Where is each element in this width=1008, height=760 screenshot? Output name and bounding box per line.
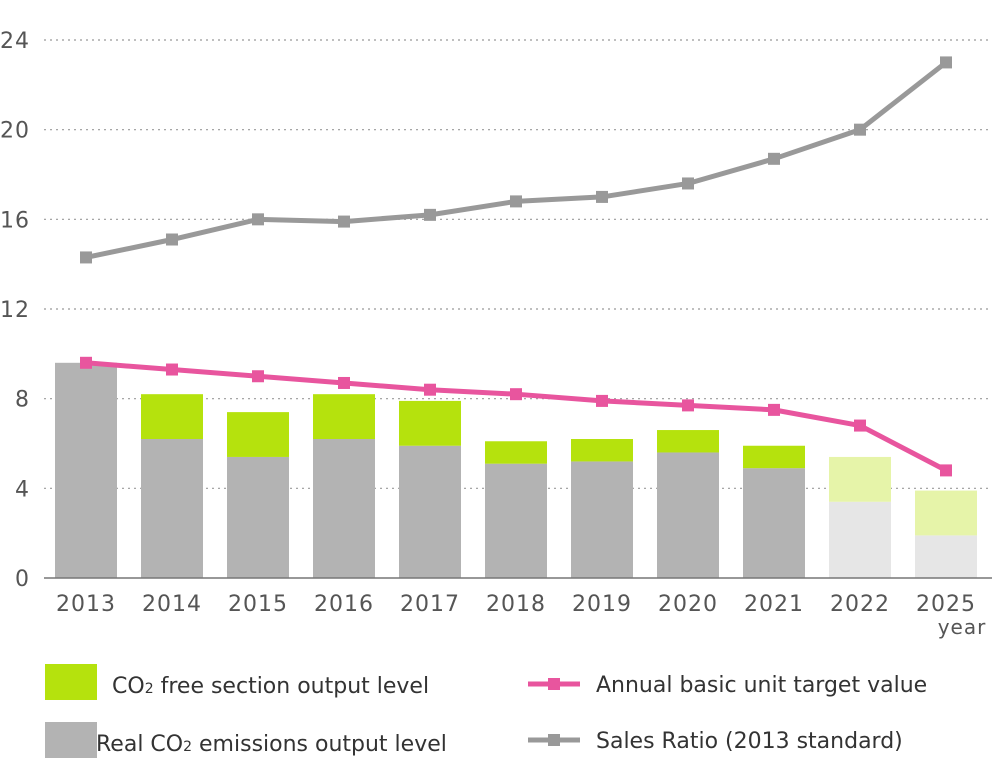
point-sales <box>682 177 694 190</box>
bar-real-co2 <box>55 362 117 578</box>
legend-label-real-co2: Real CO2 emissions output level <box>96 732 447 757</box>
x-tick-label: 2014 <box>142 592 202 617</box>
y-axis-ticks: 0 4 8 12 16 20 24 <box>0 29 30 592</box>
bar-real-co2 <box>915 535 977 578</box>
bar-real-co2 <box>829 501 891 578</box>
x-tick-label: 2016 <box>314 592 374 617</box>
bar-real-co2 <box>227 456 289 578</box>
bar-co2-free <box>313 394 375 440</box>
y-tick-label: 12 <box>0 298 30 323</box>
point-target <box>940 464 952 477</box>
bar-co2-free <box>485 441 547 464</box>
y-tick-label: 20 <box>0 119 30 144</box>
line-sales <box>85 60 948 260</box>
x-axis-label: year <box>938 615 987 639</box>
bar-real-co2 <box>485 463 547 578</box>
bar-co2-free <box>743 445 805 469</box>
point-target <box>166 363 178 376</box>
x-tick-label: 2018 <box>486 592 546 617</box>
legend-label-co2-free: CO2 free section output level <box>112 674 429 699</box>
point-sales <box>80 251 92 264</box>
bar-real-co2 <box>743 468 805 578</box>
point-target <box>252 370 264 383</box>
bar-real-co2 <box>141 439 203 578</box>
point-target <box>80 356 92 369</box>
legend-swatch-real-co2 <box>45 722 97 758</box>
point-target <box>424 383 436 396</box>
x-axis-ticks: 2013 2014 2015 2016 2017 2018 2019 2020 2021 2022… <box>56 592 976 617</box>
x-tick-label: 2025 <box>916 592 976 617</box>
point-target <box>338 376 350 389</box>
x-tick-label: 2019 <box>572 592 632 617</box>
point-sales <box>768 152 780 165</box>
point-sales <box>510 195 522 208</box>
y-tick-label: 0 <box>15 567 30 592</box>
legend-item-sales: Sales Ratio (2013 standard) <box>528 729 903 754</box>
point-target <box>768 403 780 416</box>
bars <box>44 362 992 579</box>
legend-item-co2-free: CO2 free section output level <box>45 664 429 700</box>
y-tick-label: 24 <box>0 29 30 54</box>
x-tick-label: 2020 <box>658 592 718 617</box>
point-sales <box>338 215 350 228</box>
y-tick-label: 4 <box>15 477 30 502</box>
legend-item-real-co2: Real CO2 emissions output level <box>45 722 447 758</box>
y-tick-label: 16 <box>0 208 30 233</box>
point-target <box>854 419 866 432</box>
lines <box>80 56 952 477</box>
x-tick-label: 2017 <box>400 592 460 617</box>
x-tick-label: 2013 <box>56 592 116 617</box>
bar-co2-free <box>399 400 461 446</box>
bar-co2-free <box>227 412 289 457</box>
y-tick-label: 8 <box>15 388 30 413</box>
bar-co2-free <box>141 394 203 440</box>
point-sales <box>854 123 866 136</box>
x-tick-label: 2015 <box>228 592 288 617</box>
bar-real-co2 <box>571 461 633 578</box>
point-target <box>596 394 608 407</box>
legend: CO2 free section output level Real CO2 e… <box>45 664 927 758</box>
bar-real-co2 <box>399 445 461 578</box>
x-tick-label: 2021 <box>744 592 804 617</box>
point-sales <box>166 233 178 246</box>
point-target <box>682 399 694 412</box>
point-sales <box>940 56 952 69</box>
bar-real-co2 <box>313 439 375 578</box>
legend-label-sales: Sales Ratio (2013 standard) <box>596 729 903 754</box>
point-sales <box>252 213 264 226</box>
legend-swatch-co2-free <box>45 664 97 700</box>
bar-real-co2 <box>657 452 719 578</box>
legend-item-target: Annual basic unit target value <box>528 673 927 698</box>
point-sales <box>596 190 608 203</box>
bar-co2-free <box>571 439 633 462</box>
bar-co2-free <box>829 456 891 502</box>
point-target <box>510 388 522 401</box>
bar-co2-free <box>915 490 977 536</box>
x-tick-label: 2022 <box>830 592 890 617</box>
legend-marker-sales <box>548 734 560 746</box>
bar-co2-free <box>657 430 719 453</box>
point-sales <box>424 208 436 221</box>
legend-label-target: Annual basic unit target value <box>596 673 927 698</box>
legend-marker-target <box>548 678 560 690</box>
